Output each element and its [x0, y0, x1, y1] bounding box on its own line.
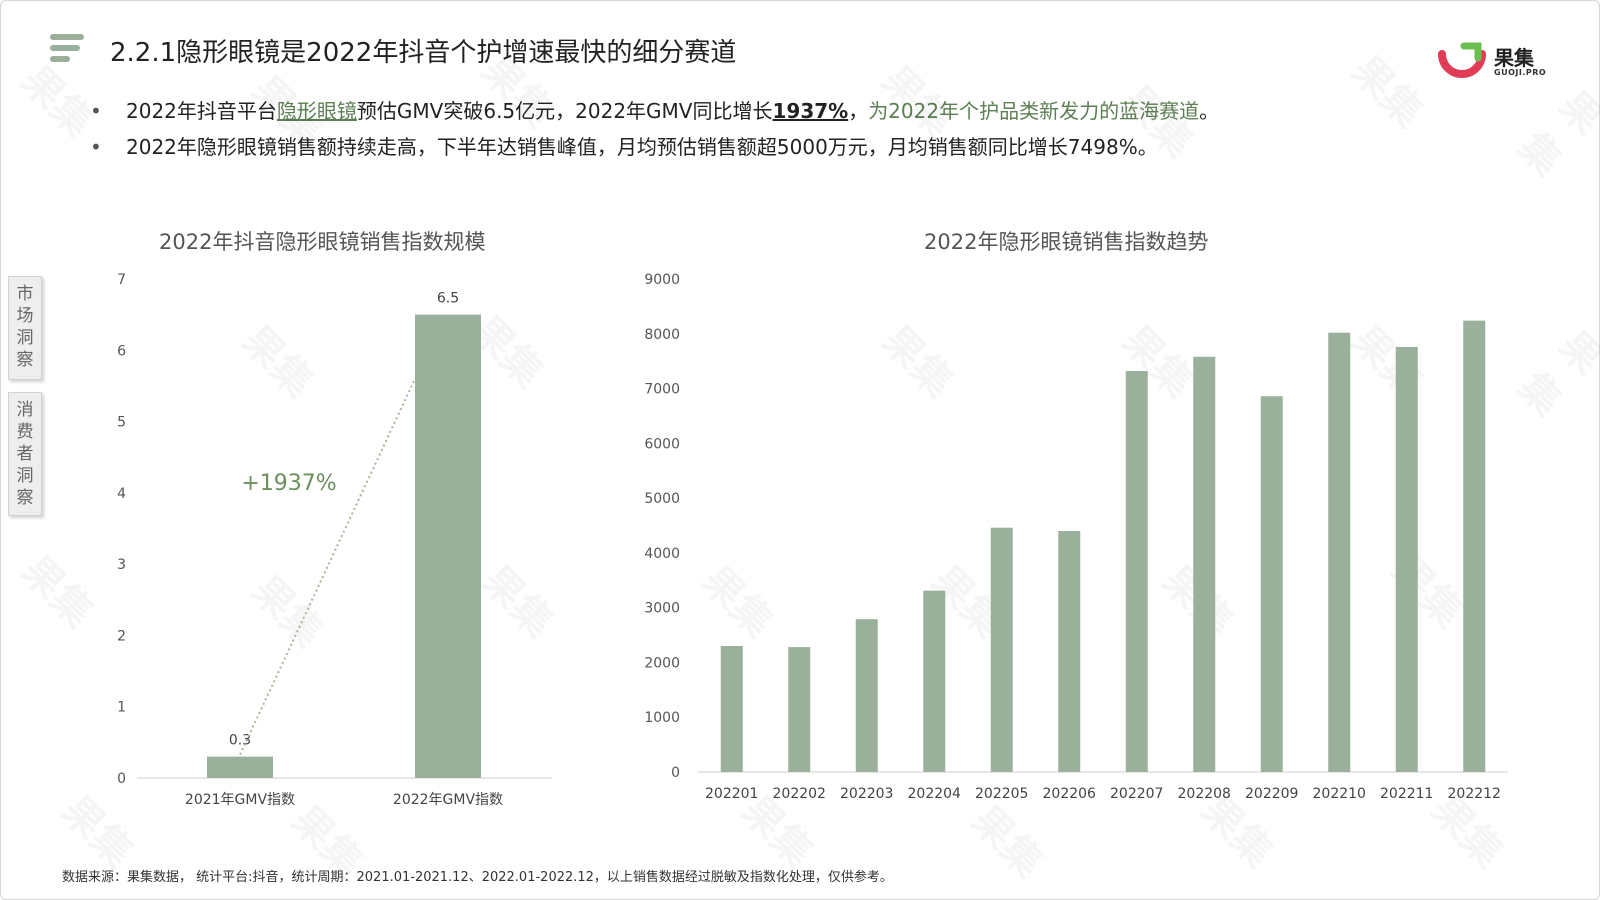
y-tick-label: 4 — [117, 486, 126, 502]
bullet-text: 。 — [1199, 99, 1220, 123]
x-tick-label: 202206 — [1043, 786, 1097, 802]
bar — [923, 590, 946, 772]
y-tick-label: 1000 — [644, 710, 680, 726]
x-tick-label: 202210 — [1313, 786, 1366, 802]
bullet-item: • 2022年隐形眼镜销售额持续走高，下半年达销售峰值，月均预估销售额超5000… — [88, 130, 1548, 166]
highlight-phrase: 为2022年个护品类新发力的蓝海赛道 — [868, 99, 1200, 123]
page-title: 2.2.1隐形眼镜是2022年抖音个护增速最快的细分赛道 — [110, 38, 737, 68]
y-tick-label: 0 — [117, 771, 126, 787]
bar — [1125, 371, 1148, 772]
y-tick-label: 6000 — [644, 436, 680, 452]
x-tick-label: 202208 — [1178, 786, 1231, 802]
x-tick-label: 202204 — [908, 786, 962, 802]
y-tick-label: 6 — [117, 343, 126, 359]
bar — [1463, 320, 1486, 772]
x-tick-label: 202205 — [975, 786, 1028, 802]
bar — [1260, 396, 1283, 772]
y-tick-label: 0 — [671, 765, 680, 781]
y-tick-label: 8000 — [644, 327, 680, 343]
growth-annotation: +1937% — [241, 471, 336, 496]
bar — [1193, 356, 1216, 772]
y-tick-label: 3 — [117, 557, 126, 573]
data-label: 0.3 — [229, 733, 251, 749]
y-tick-label: 2000 — [644, 655, 680, 671]
x-tick-label: 202207 — [1110, 786, 1163, 802]
side-tab-label: 消费者洞察 — [16, 400, 34, 508]
bullet-text: 预估GMV突破6.5亿元，2022年GMV同比增长 — [356, 99, 773, 123]
highlight-keyword: 隐形眼镜 — [276, 99, 357, 123]
bar — [788, 647, 811, 772]
side-tab-label: 市场洞察 — [16, 284, 34, 370]
side-tab-consumer[interactable]: 消费者洞察 — [8, 392, 42, 516]
logo-text: 果集 — [1494, 46, 1534, 70]
x-tick-label: 202209 — [1245, 786, 1298, 802]
y-tick-label: 5000 — [644, 491, 680, 507]
side-tab-market[interactable]: 市场洞察 — [8, 276, 42, 380]
bar — [855, 619, 878, 772]
y-tick-label: 2 — [117, 628, 126, 644]
y-tick-label: 9000 — [644, 272, 680, 288]
bullet-item: • 2022年抖音平台隐形眼镜预估GMV突破6.5亿元，2022年GMV同比增长… — [88, 94, 1548, 130]
x-tick-label: 202202 — [773, 786, 826, 802]
chart-title-left: 2022年抖音隐形眼镜销售指数规模 — [159, 230, 486, 254]
bar — [1058, 530, 1081, 772]
x-tick-label: 202212 — [1448, 786, 1501, 802]
footer-source: 数据来源：果集数据， 统计平台:抖音，统计周期：2021.01-2021.12、… — [62, 870, 893, 885]
bullet-dot-icon: • — [90, 99, 102, 123]
data-label: 6.5 — [437, 291, 459, 307]
y-tick-label: 7000 — [644, 382, 680, 398]
x-tick-label: 2021年GMV指数 — [185, 792, 295, 808]
bar — [720, 646, 743, 772]
logo-subtext: GUOJI.PRO — [1494, 68, 1547, 77]
x-tick-label: 2022年GMV指数 — [393, 792, 503, 808]
bullet-list: • 2022年抖音平台隐形眼镜预估GMV突破6.5亿元，2022年GMV同比增长… — [88, 94, 1548, 166]
logo-icon — [1438, 42, 1486, 78]
growth-figure: 1937% — [772, 99, 849, 123]
bar — [1395, 346, 1418, 772]
x-tick-label: 202203 — [840, 786, 893, 802]
x-tick-label: 202211 — [1380, 786, 1433, 802]
bar — [1328, 332, 1351, 772]
chart-title-right: 2022年隐形眼镜销售指数趋势 — [924, 230, 1209, 254]
bullet-text: 2022年隐形眼镜销售额持续走高，下半年达销售峰值，月均预估销售额超5000万元… — [126, 135, 1158, 159]
y-tick-label: 3000 — [644, 601, 680, 617]
y-tick-label: 5 — [117, 415, 126, 431]
growth-trend-line — [239, 378, 416, 756]
y-tick-label: 1 — [117, 700, 126, 716]
logo: 果集 GUOJI.PRO — [1438, 40, 1568, 82]
bullet-text: 2022年抖音平台 — [126, 99, 277, 123]
menu-icon[interactable] — [50, 34, 86, 66]
y-tick-label: 4000 — [644, 546, 680, 562]
bar — [207, 756, 273, 778]
bullet-text: ， — [848, 99, 869, 123]
bar — [415, 314, 481, 778]
y-tick-label: 7 — [117, 272, 126, 288]
x-tick-label: 202201 — [705, 786, 758, 802]
bar — [990, 527, 1013, 772]
bullet-dot-icon: • — [90, 135, 102, 159]
